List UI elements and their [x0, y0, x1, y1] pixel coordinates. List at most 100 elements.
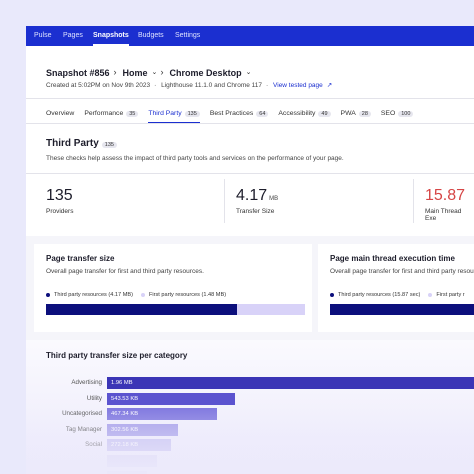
chart-title: Third party transfer size per category: [46, 351, 188, 360]
card-title: Page transfer size: [46, 254, 115, 263]
tab-count: 49: [318, 111, 331, 117]
divider: [26, 98, 474, 99]
stat-value: 135: [46, 187, 73, 205]
external-link-icon: ↗: [326, 82, 333, 89]
nav-underline: [93, 44, 129, 46]
section-count: 135: [101, 142, 117, 148]
meta-dot: ·: [266, 82, 269, 89]
transfer-bar-segment: [330, 304, 474, 315]
stat-value: 15.87: [425, 187, 465, 205]
faded-bar: [107, 455, 157, 467]
legend-label: First party r: [436, 292, 465, 298]
category-label: Advertising: [71, 379, 102, 386]
stat-label: Transfer Size: [236, 208, 275, 215]
legend-label: Third party resources (4.17 MB): [54, 292, 133, 298]
category-label: Tag Manager: [65, 425, 102, 433]
meta-lighthouse: Lighthouse 11.1.0 and Chrome 117: [161, 82, 263, 89]
category-bar: 1.96 MB: [107, 377, 474, 389]
bar-value-label: 272.18 KB: [111, 442, 139, 449]
breadcrumb-item[interactable]: Chrome Desktop: [169, 68, 242, 78]
bar-value-label: 467.34 KB: [111, 411, 139, 418]
tab-underline: [148, 122, 200, 124]
section-title-text: Third Party: [46, 138, 99, 149]
stat-number: 15.87: [425, 187, 466, 204]
tab-label: PWA: [340, 110, 356, 117]
stat-label: Providers: [46, 208, 74, 215]
transfer-bar-segment: [46, 304, 238, 315]
card: Page transfer size Overall page transfer …: [34, 244, 312, 332]
nav-item[interactable]: Pulse: [34, 32, 52, 39]
tab-count: 135: [184, 111, 200, 117]
meta-dot: ·: [154, 82, 157, 89]
stat-label: Main Thread Exe: [425, 208, 462, 222]
tab-label: Overview: [46, 110, 75, 117]
legend-item: Third party resources (4.17 MB): [46, 292, 133, 298]
breadcrumb-item[interactable]: Home: [122, 68, 148, 78]
bar-value-label: 543.53 KB: [111, 395, 139, 402]
transfer-bar-segment: [237, 304, 305, 315]
legend-dot: [140, 292, 145, 297]
meta-link[interactable]: View tested page: [273, 82, 323, 89]
section-title: Third Party 135: [46, 138, 117, 149]
stat-number: 4.17: [236, 187, 268, 204]
tab[interactable]: Overview: [46, 110, 74, 117]
divider: [224, 179, 225, 223]
category-bar: 543.53 KB: [107, 392, 235, 405]
breadcrumb-item: Snapshot #856: [46, 68, 110, 78]
faded-bar: [107, 470, 147, 474]
card: Page main thread execution time Overall p…: [318, 244, 474, 332]
dropdown-chevron: ⌄: [245, 69, 252, 76]
meta-created: Created at 5:02PM on Nov 9th 2023: [46, 82, 151, 89]
tab[interactable]: Third Party 135: [148, 110, 200, 117]
nav-item[interactable]: Pages: [63, 32, 83, 39]
category-label: Utility: [86, 394, 102, 402]
divider: [413, 179, 414, 223]
tab-label: Best Practices: [209, 110, 254, 117]
tab-count: 35: [126, 111, 139, 117]
tab-label: SEO: [380, 110, 396, 117]
card-description: Overall page transfer for first and thir…: [330, 268, 474, 275]
tab-label: Accessibility: [278, 110, 316, 117]
tab[interactable]: Performance 35: [84, 110, 139, 117]
tab[interactable]: Best Practices 64: [210, 110, 269, 117]
legend-item: Third party resources (15.87 sec): [330, 292, 420, 298]
legend-dot: [46, 292, 50, 297]
category-label: Uncategorised: [62, 410, 102, 418]
dropdown-chevron: ⌄: [151, 69, 158, 76]
nav-item[interactable]: Settings: [175, 32, 201, 39]
tab[interactable]: SEO 100: [381, 110, 414, 117]
stat-unit: MB: [269, 196, 279, 202]
legend-dot: [428, 292, 433, 297]
tab-count: 28: [358, 111, 371, 117]
legend-dot: [330, 292, 334, 297]
stat-number: 135: [46, 187, 73, 204]
card-title: Page main thread execution time: [330, 254, 455, 263]
separator-chevron: ›: [160, 67, 164, 77]
tab[interactable]: PWA 28: [341, 110, 371, 117]
tab-count: 100: [398, 111, 414, 117]
category-bar: 272.18 KB: [107, 439, 172, 452]
bar-value-label: 302.56 KB: [111, 426, 139, 433]
nav-item[interactable]: Snapshots: [93, 32, 129, 39]
legend-item: First party r: [428, 292, 465, 298]
nav-item[interactable]: Budgets: [138, 32, 164, 39]
divider: [26, 123, 474, 124]
tab-label: Performance: [84, 110, 124, 117]
legend-label: Third party resources (15.87 sec): [338, 292, 421, 298]
divider: [26, 173, 474, 174]
category-bar: 302.56 KB: [107, 423, 179, 436]
category-label: Social: [85, 441, 102, 449]
card-description: Overall page transfer for first and thir…: [46, 268, 204, 275]
separator-chevron: ›: [113, 67, 117, 77]
app-window: Pulse Pages Snapshots Budgets Settings Snaps…: [26, 26, 474, 474]
bar-value-label: 1.96 MB: [111, 380, 133, 386]
category-bar: 467.34 KB: [107, 408, 218, 421]
tab-label: Third Party: [148, 110, 182, 117]
top-nav: Pulse Pages Snapshots Budgets Settings: [26, 26, 474, 46]
legend-item: First party resources (1.48 MB): [140, 292, 226, 298]
section-description: These checks help assess the impact of t…: [46, 155, 344, 162]
tab-count: 64: [256, 111, 269, 117]
stat-value: 4.17 MB: [236, 187, 278, 205]
tab[interactable]: Accessibility 49: [278, 110, 331, 117]
